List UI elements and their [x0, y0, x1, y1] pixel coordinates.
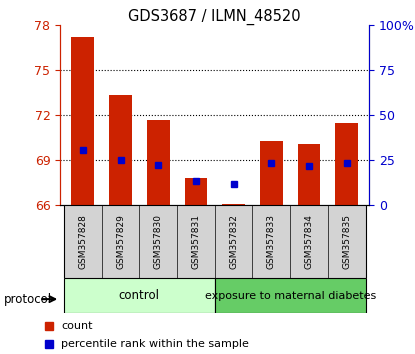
Bar — [260, 141, 283, 205]
Text: exposure to maternal diabetes: exposure to maternal diabetes — [205, 291, 376, 301]
Text: GSM357834: GSM357834 — [305, 214, 313, 269]
Text: GSM357828: GSM357828 — [78, 214, 87, 269]
Bar — [185, 178, 207, 205]
Text: GSM357832: GSM357832 — [229, 214, 238, 269]
Bar — [335, 122, 358, 205]
Text: GSM357835: GSM357835 — [342, 214, 351, 269]
Text: count: count — [61, 321, 93, 331]
Text: percentile rank within the sample: percentile rank within the sample — [61, 339, 249, 349]
Bar — [147, 120, 169, 205]
Bar — [222, 204, 245, 205]
Bar — [64, 278, 215, 313]
Text: protocol: protocol — [4, 293, 52, 306]
Bar — [109, 96, 132, 205]
Text: control: control — [119, 289, 160, 302]
Bar — [215, 278, 366, 313]
Bar — [298, 144, 320, 205]
Text: GSM357830: GSM357830 — [154, 214, 163, 269]
Text: GSM357831: GSM357831 — [191, 214, 200, 269]
Title: GDS3687 / ILMN_48520: GDS3687 / ILMN_48520 — [129, 8, 301, 25]
Text: GSM357829: GSM357829 — [116, 214, 125, 269]
Bar — [71, 37, 94, 205]
Text: GSM357833: GSM357833 — [267, 214, 276, 269]
